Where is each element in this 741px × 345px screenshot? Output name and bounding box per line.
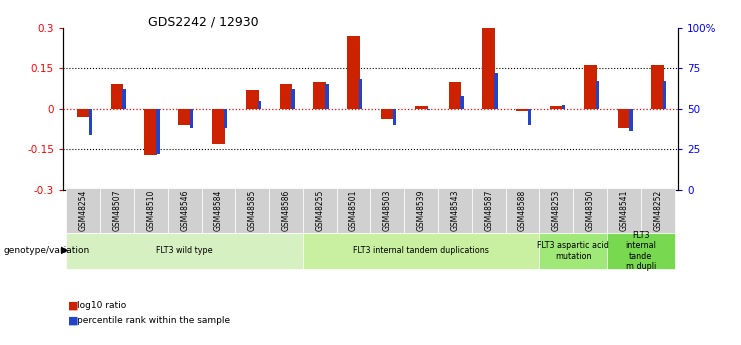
Text: log10 ratio: log10 ratio: [77, 301, 126, 310]
Bar: [596, 81, 599, 109]
Text: GSM48253: GSM48253: [552, 190, 561, 231]
Text: GSM48501: GSM48501: [349, 190, 358, 231]
Bar: [348, 36, 360, 109]
Text: GSM48507: GSM48507: [113, 189, 122, 231]
Bar: [539, 188, 574, 233]
Bar: [505, 188, 539, 233]
Bar: [427, 109, 430, 110]
Bar: [246, 90, 259, 109]
Bar: [539, 233, 607, 269]
Bar: [651, 66, 664, 109]
Bar: [617, 109, 631, 128]
Bar: [110, 85, 124, 109]
Bar: [190, 109, 193, 128]
Bar: [607, 188, 641, 233]
Bar: [438, 188, 472, 233]
Bar: [122, 89, 126, 109]
Text: ■: ■: [68, 300, 79, 310]
Bar: [291, 89, 295, 109]
Bar: [562, 106, 565, 109]
Bar: [303, 188, 336, 233]
Text: GDS2242 / 12930: GDS2242 / 12930: [148, 16, 259, 29]
Bar: [89, 109, 92, 135]
Text: GSM48254: GSM48254: [79, 190, 87, 231]
Bar: [224, 109, 227, 128]
Text: GSM48255: GSM48255: [316, 190, 325, 231]
Bar: [663, 81, 666, 109]
Text: GSM48543: GSM48543: [451, 189, 459, 231]
Text: GSM48584: GSM48584: [214, 190, 223, 231]
Text: GSM48510: GSM48510: [146, 190, 156, 231]
Bar: [134, 188, 167, 233]
Bar: [212, 109, 225, 144]
Bar: [258, 101, 261, 109]
Bar: [179, 109, 191, 125]
Text: GSM48539: GSM48539: [416, 189, 425, 231]
Text: genotype/variation: genotype/variation: [4, 246, 90, 255]
Bar: [336, 188, 370, 233]
Bar: [77, 109, 90, 117]
Bar: [574, 188, 607, 233]
Text: ▶: ▶: [61, 245, 68, 255]
Text: GSM48503: GSM48503: [383, 189, 392, 231]
Text: FLT3
internal
tande
m dupli: FLT3 internal tande m dupli: [625, 231, 657, 271]
Bar: [393, 109, 396, 125]
Bar: [370, 188, 405, 233]
Text: FLT3 internal tandem duplications: FLT3 internal tandem duplications: [353, 246, 489, 255]
Bar: [100, 188, 134, 233]
Text: FLT3 aspartic acid
mutation: FLT3 aspartic acid mutation: [537, 241, 609, 260]
Bar: [313, 82, 326, 109]
Bar: [325, 85, 328, 109]
Bar: [528, 109, 531, 125]
Bar: [607, 233, 674, 269]
Bar: [516, 109, 529, 111]
Bar: [167, 188, 202, 233]
Bar: [472, 188, 505, 233]
Bar: [269, 188, 303, 233]
Bar: [550, 106, 562, 109]
Bar: [359, 79, 362, 109]
Text: GSM48587: GSM48587: [485, 190, 494, 231]
Bar: [67, 233, 303, 269]
Text: percentile rank within the sample: percentile rank within the sample: [77, 316, 230, 325]
Bar: [460, 96, 464, 109]
Bar: [448, 82, 462, 109]
Bar: [202, 188, 236, 233]
Text: GSM48541: GSM48541: [619, 190, 628, 231]
Bar: [482, 28, 495, 109]
Text: GSM48588: GSM48588: [518, 190, 527, 231]
Text: GSM48546: GSM48546: [180, 189, 189, 231]
Bar: [494, 73, 497, 109]
Bar: [405, 188, 438, 233]
Bar: [236, 188, 269, 233]
Text: GSM48252: GSM48252: [654, 190, 662, 231]
Text: GSM48585: GSM48585: [247, 190, 256, 231]
Bar: [67, 188, 100, 233]
Bar: [156, 109, 159, 154]
Bar: [629, 109, 633, 131]
Bar: [584, 66, 597, 109]
Bar: [144, 109, 157, 155]
Bar: [641, 188, 674, 233]
Bar: [303, 233, 539, 269]
Bar: [381, 109, 393, 119]
Text: GSM48350: GSM48350: [585, 189, 595, 231]
Bar: [415, 106, 428, 109]
Text: FLT3 wild type: FLT3 wild type: [156, 246, 213, 255]
Text: ■: ■: [68, 315, 79, 325]
Text: GSM48586: GSM48586: [282, 190, 290, 231]
Bar: [279, 85, 293, 109]
